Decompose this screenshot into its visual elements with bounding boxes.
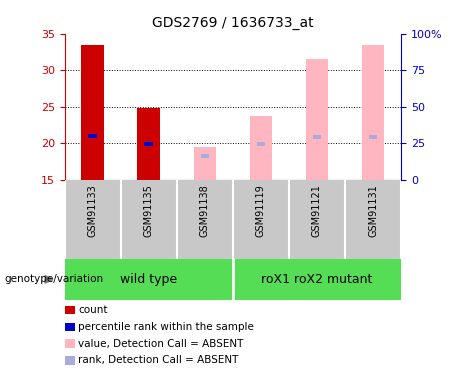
Bar (89, 134, 97, 138)
Text: genotype/variation: genotype/variation (5, 274, 104, 284)
Text: GSM91135: GSM91135 (144, 184, 154, 237)
Text: percentile rank within the sample: percentile rank within the sample (78, 322, 254, 332)
Bar (313, 135, 321, 139)
Bar (201, 154, 209, 158)
Bar (144, 142, 153, 146)
Text: GSM91133: GSM91133 (88, 184, 98, 237)
Bar (362, 45, 384, 180)
Text: value, Detection Call = ABSENT: value, Detection Call = ABSENT (78, 339, 244, 348)
Text: GSM91138: GSM91138 (200, 184, 210, 237)
Bar (82, 45, 104, 180)
Text: roX1 roX2 mutant: roX1 roX2 mutant (261, 273, 372, 286)
Bar (306, 58, 328, 180)
Bar (250, 116, 272, 180)
Text: rank, Detection Call = ABSENT: rank, Detection Call = ABSENT (78, 356, 239, 365)
Bar (257, 142, 265, 146)
Text: wild type: wild type (120, 273, 177, 286)
Bar (137, 108, 160, 180)
Text: count: count (78, 305, 108, 315)
Bar (369, 135, 377, 139)
Text: GSM91131: GSM91131 (368, 184, 378, 237)
Text: GSM91119: GSM91119 (256, 184, 266, 237)
Text: GSM91121: GSM91121 (312, 184, 322, 237)
Bar (194, 147, 216, 180)
Title: GDS2769 / 1636733_at: GDS2769 / 1636733_at (152, 16, 313, 30)
